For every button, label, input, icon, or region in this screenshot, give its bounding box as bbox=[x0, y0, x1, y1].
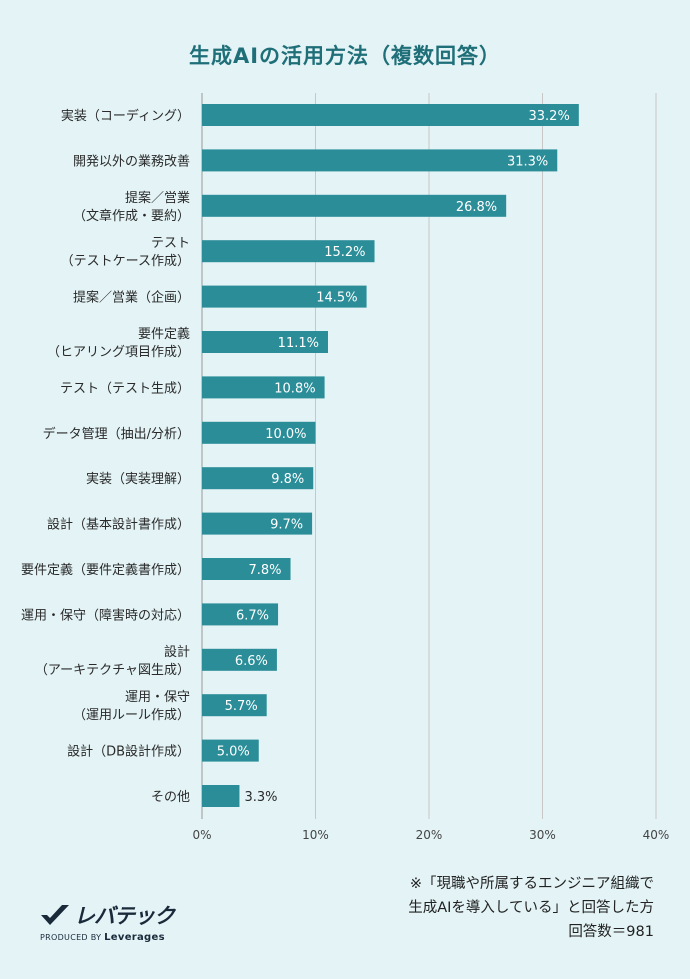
logo-name: レバテック bbox=[74, 904, 175, 928]
bar-chart: 0% 10% 20% 30% 40% 33.2% 実装（コーディング） 31.3% 開発以外の業… bbox=[21, 93, 670, 842]
x-tick-label: 10% bbox=[302, 828, 329, 842]
category-label: 設計 bbox=[164, 644, 190, 660]
bar-value-label: 31.3% bbox=[507, 154, 548, 169]
bar-value-label: 6.6% bbox=[235, 654, 268, 669]
chart-title: 生成AIの活用方法（複数回答） bbox=[188, 44, 502, 68]
bar-value-label: 9.8% bbox=[271, 472, 304, 487]
bar bbox=[202, 558, 291, 580]
bar-value-label: 5.7% bbox=[225, 699, 258, 714]
category-label: その他 bbox=[151, 790, 190, 805]
category-label: 開発以外の業務改善 bbox=[73, 153, 190, 169]
bar bbox=[202, 694, 267, 717]
category-label: （文章作成・要約） bbox=[73, 208, 190, 224]
footnote-line-2: 生成AIを導入している」と回答した方 bbox=[408, 900, 654, 916]
category-label: 運用・保守（障害時の対応） bbox=[21, 607, 190, 623]
bar-value-label: 33.2% bbox=[529, 109, 570, 124]
bar-value-label: 10.0% bbox=[265, 427, 306, 442]
x-tick-label: 20% bbox=[416, 828, 443, 842]
bar bbox=[202, 785, 240, 807]
bar-value-label: 26.8% bbox=[456, 200, 497, 215]
bar bbox=[202, 149, 558, 172]
category-label: テスト bbox=[151, 236, 190, 251]
bar bbox=[202, 603, 279, 626]
bar bbox=[202, 194, 507, 217]
category-label: 実装（コーディング） bbox=[61, 108, 190, 124]
produced-by-label: PRODUCED BY bbox=[40, 933, 102, 942]
category-label: 実装（実装理解） bbox=[86, 471, 190, 487]
category-label: （ヒアリング項目作成） bbox=[47, 345, 190, 360]
bar-value-label: 3.3% bbox=[244, 790, 277, 805]
category-label: データ管理（抽出/分析） bbox=[43, 426, 190, 442]
category-label: 運用・保守 bbox=[125, 690, 190, 705]
footnote-line-3: 回答数＝981 bbox=[568, 924, 654, 940]
bar bbox=[202, 331, 328, 353]
category-label: 要件定義 bbox=[138, 326, 190, 342]
category-label: （テストケース作成） bbox=[61, 254, 190, 269]
bar bbox=[202, 739, 259, 762]
category-label: 設計（基本設計書作成） bbox=[47, 517, 190, 533]
x-tick-label: 40% bbox=[643, 828, 670, 842]
bar-value-label: 6.7% bbox=[236, 608, 269, 623]
x-tick-label: 0% bbox=[192, 828, 211, 842]
bar-value-label: 14.5% bbox=[316, 291, 357, 306]
bar-value-label: 15.2% bbox=[324, 245, 365, 260]
bar bbox=[202, 648, 277, 671]
bar-value-label: 9.7% bbox=[270, 518, 303, 533]
bar bbox=[202, 285, 367, 308]
check-logo-icon bbox=[41, 905, 69, 925]
bar-value-label: 10.8% bbox=[274, 381, 315, 396]
bar bbox=[202, 512, 313, 535]
bar bbox=[202, 421, 316, 444]
company-name: Leverages bbox=[104, 932, 165, 943]
footnote: ※「現職や所属するエンジニア組織で 生成AIを導入している」と回答した方 回答数… bbox=[408, 872, 654, 944]
category-label: （運用ルール作成） bbox=[73, 708, 190, 723]
logo-produced-by: PRODUCED BY Leverages bbox=[40, 932, 174, 943]
category-label: テスト（テスト生成） bbox=[60, 381, 190, 396]
category-label: （アーキテクチャ図生成） bbox=[35, 663, 190, 678]
bar bbox=[202, 467, 314, 490]
category-label: 提案／営業（企画） bbox=[73, 290, 190, 306]
category-label: 要件定義（要件定義書作成） bbox=[21, 562, 190, 578]
levtech-logo: レバテック PRODUCED BY Leverages bbox=[40, 900, 175, 943]
category-label: 設計（DB設計作成） bbox=[67, 744, 190, 760]
bar bbox=[202, 376, 325, 399]
footnote-line-1: ※「現職や所属するエンジニア組織で bbox=[409, 876, 654, 892]
x-tick-label: 30% bbox=[529, 828, 556, 842]
bar bbox=[202, 240, 375, 263]
bar bbox=[202, 104, 579, 126]
bar-value-label: 11.1% bbox=[278, 336, 319, 351]
bar-value-label: 5.0% bbox=[217, 745, 250, 760]
bar-value-label: 7.8% bbox=[248, 563, 281, 578]
category-label: 提案／営業 bbox=[125, 190, 190, 206]
